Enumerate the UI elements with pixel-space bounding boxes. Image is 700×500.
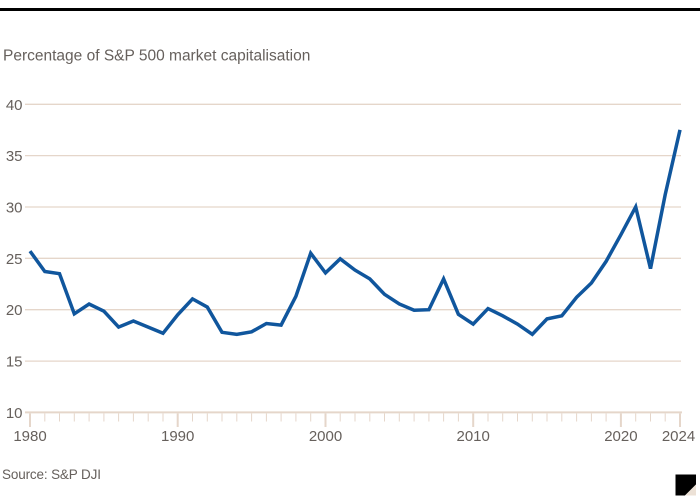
svg-text:2000: 2000 — [309, 428, 342, 445]
svg-text:20: 20 — [6, 302, 23, 319]
svg-text:Percentage of S&P 500 market c: Percentage of S&P 500 market capitalisat… — [3, 48, 310, 65]
svg-text:Source: S&P DJI: Source: S&P DJI — [2, 467, 101, 482]
svg-text:2010: 2010 — [457, 428, 490, 445]
svg-text:2020: 2020 — [604, 428, 637, 445]
svg-text:40: 40 — [6, 97, 23, 114]
svg-text:1990: 1990 — [161, 428, 194, 445]
svg-text:35: 35 — [6, 148, 23, 165]
svg-text:1980: 1980 — [13, 428, 46, 445]
svg-text:10: 10 — [6, 405, 23, 422]
svg-text:30: 30 — [6, 200, 23, 217]
svg-text:15: 15 — [6, 354, 23, 371]
svg-text:2024: 2024 — [662, 428, 695, 445]
svg-text:25: 25 — [6, 251, 23, 268]
